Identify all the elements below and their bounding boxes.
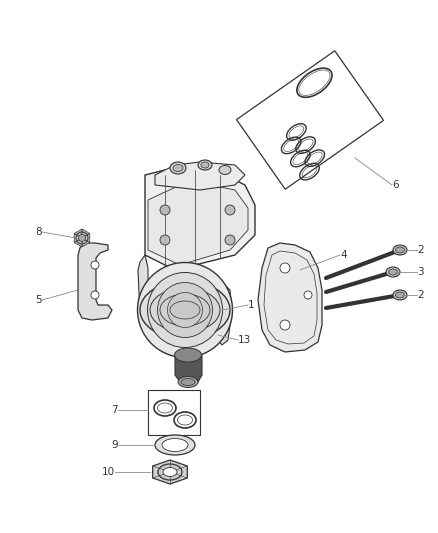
Ellipse shape bbox=[163, 467, 177, 477]
Text: 13: 13 bbox=[238, 335, 251, 345]
Text: 5: 5 bbox=[35, 295, 42, 305]
Ellipse shape bbox=[219, 166, 231, 174]
Ellipse shape bbox=[280, 263, 290, 273]
Ellipse shape bbox=[393, 290, 407, 300]
Ellipse shape bbox=[160, 235, 170, 245]
Polygon shape bbox=[82, 229, 90, 238]
Ellipse shape bbox=[389, 269, 398, 275]
Ellipse shape bbox=[396, 292, 405, 298]
Ellipse shape bbox=[148, 272, 223, 348]
Ellipse shape bbox=[91, 261, 99, 269]
Ellipse shape bbox=[78, 235, 85, 241]
Text: 3: 3 bbox=[417, 267, 424, 277]
Text: 1: 1 bbox=[248, 300, 254, 310]
Text: 6: 6 bbox=[392, 180, 399, 190]
Ellipse shape bbox=[160, 205, 170, 215]
Ellipse shape bbox=[181, 378, 195, 385]
Ellipse shape bbox=[280, 320, 290, 330]
Ellipse shape bbox=[396, 247, 405, 253]
Text: 10: 10 bbox=[102, 467, 115, 477]
Ellipse shape bbox=[198, 160, 212, 170]
Polygon shape bbox=[78, 243, 112, 320]
Ellipse shape bbox=[386, 267, 400, 277]
Ellipse shape bbox=[225, 235, 235, 245]
Polygon shape bbox=[74, 233, 82, 243]
Text: 2: 2 bbox=[417, 290, 424, 300]
Polygon shape bbox=[82, 238, 90, 247]
Ellipse shape bbox=[91, 291, 99, 299]
Polygon shape bbox=[74, 229, 82, 238]
Ellipse shape bbox=[170, 301, 200, 319]
Ellipse shape bbox=[173, 165, 183, 172]
Ellipse shape bbox=[174, 348, 201, 362]
Text: 2: 2 bbox=[417, 245, 424, 255]
Ellipse shape bbox=[158, 282, 212, 337]
Polygon shape bbox=[175, 355, 202, 385]
Text: 4: 4 bbox=[340, 250, 346, 260]
Ellipse shape bbox=[140, 281, 230, 339]
Ellipse shape bbox=[170, 162, 186, 174]
Polygon shape bbox=[218, 285, 232, 345]
Ellipse shape bbox=[393, 245, 407, 255]
Text: 8: 8 bbox=[35, 227, 42, 237]
Text: 9: 9 bbox=[111, 440, 118, 450]
Ellipse shape bbox=[150, 288, 220, 332]
Polygon shape bbox=[258, 243, 322, 352]
Text: 7: 7 bbox=[111, 405, 118, 415]
Ellipse shape bbox=[138, 262, 233, 358]
Ellipse shape bbox=[155, 435, 195, 455]
Ellipse shape bbox=[162, 439, 188, 451]
Polygon shape bbox=[138, 255, 148, 320]
Ellipse shape bbox=[304, 291, 312, 299]
Polygon shape bbox=[148, 185, 248, 265]
Ellipse shape bbox=[178, 376, 198, 387]
Polygon shape bbox=[153, 460, 187, 484]
Polygon shape bbox=[74, 238, 82, 247]
Ellipse shape bbox=[225, 205, 235, 215]
Polygon shape bbox=[82, 233, 90, 243]
Polygon shape bbox=[148, 390, 200, 435]
Polygon shape bbox=[237, 51, 384, 189]
Polygon shape bbox=[145, 170, 255, 270]
Ellipse shape bbox=[167, 293, 202, 327]
Ellipse shape bbox=[201, 162, 209, 168]
Ellipse shape bbox=[160, 294, 210, 326]
Polygon shape bbox=[155, 162, 245, 190]
